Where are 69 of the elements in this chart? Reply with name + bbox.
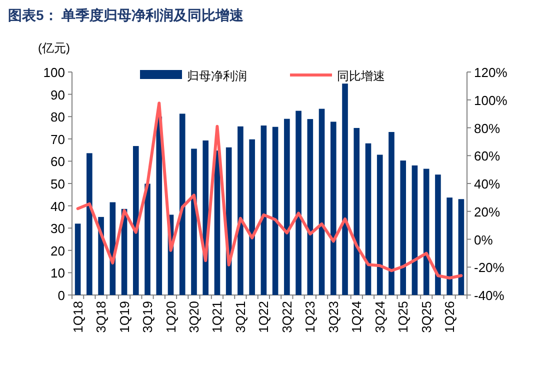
bar [74, 224, 81, 295]
legend-label: 同比增速 [337, 69, 385, 83]
bar [191, 148, 197, 295]
bar [296, 110, 302, 295]
bar [354, 128, 360, 295]
x-tick-label: 1Q25 [396, 301, 411, 333]
y2-tick-label: 0% [474, 232, 494, 248]
x-tick-label: 3Q18 [94, 301, 109, 333]
y2-tick-label: -20% [474, 260, 505, 276]
x-tick-label: 3Q22 [279, 301, 294, 333]
x-tick-label: 3Q19 [140, 301, 156, 333]
x-tick-label: 1Q23 [302, 301, 318, 333]
bar [365, 143, 372, 295]
x-tick-label: 1Q19 [116, 301, 132, 333]
y2-tick-label: 60% [474, 148, 500, 164]
bar [458, 199, 464, 295]
y-tick-label: 20 [50, 243, 65, 258]
y-tick-label: 70 [50, 132, 65, 147]
y-tick-label: 10 [50, 266, 65, 281]
bar [388, 132, 394, 295]
bar [330, 122, 336, 295]
y-tick-label: 30 [50, 221, 65, 236]
legend-label: 归母净利润 [187, 69, 247, 83]
bar [144, 184, 150, 295]
x-tick-label: 3Q25 [418, 301, 434, 333]
chart-title: 图表5： 单季度归母净利润及同比增速 [8, 7, 245, 23]
bar [342, 84, 348, 295]
bar [284, 118, 290, 295]
y2-tick-label: 40% [474, 176, 500, 192]
x-tick-label: 1Q24 [349, 301, 364, 333]
y2-tick-label: -40% [474, 288, 505, 303]
x-tick-label: 1Q22 [256, 301, 272, 333]
y2-tick-label: 120% [474, 65, 508, 80]
y-tick-label: 0 [58, 288, 65, 303]
bar [307, 119, 314, 295]
y-tick-label: 40 [50, 198, 65, 214]
bar [435, 174, 441, 295]
bar [400, 160, 406, 295]
x-tick-label: 1Q20 [163, 301, 178, 333]
y-tick-label: 100 [43, 65, 65, 80]
bar [156, 116, 162, 295]
bar [423, 168, 430, 295]
y-axis-title: (亿元) [38, 41, 70, 55]
y2-tick-label: 100% [474, 92, 508, 108]
bar [412, 165, 418, 295]
x-tick-label: 3Q20 [186, 301, 202, 333]
bar [238, 126, 244, 295]
line-series [76, 102, 463, 280]
bar [179, 114, 186, 295]
x-tick-label: 3Q21 [232, 301, 248, 333]
x-tick-label: 1Q21 [210, 301, 225, 333]
bar [272, 126, 278, 295]
y-tick-label: 60 [50, 154, 65, 170]
x-tick-label: 1Q18 [70, 301, 86, 333]
y-tick-label: 80 [50, 110, 65, 125]
y-tick-label: 90 [50, 87, 65, 102]
bar [249, 139, 255, 295]
bar [132, 146, 139, 295]
bar [318, 108, 325, 295]
x-tick-label: 1Q26 [442, 301, 458, 333]
bar [260, 126, 267, 295]
bar [86, 153, 92, 295]
x-tick-label: 3Q23 [326, 301, 341, 333]
bar [376, 154, 383, 295]
y-tick-label: 50 [50, 176, 65, 192]
y2-tick-label: 80% [474, 120, 500, 136]
x-tick-label: 3Q24 [372, 301, 388, 333]
y2-tick-label: 20% [474, 204, 500, 220]
bar [446, 198, 452, 295]
